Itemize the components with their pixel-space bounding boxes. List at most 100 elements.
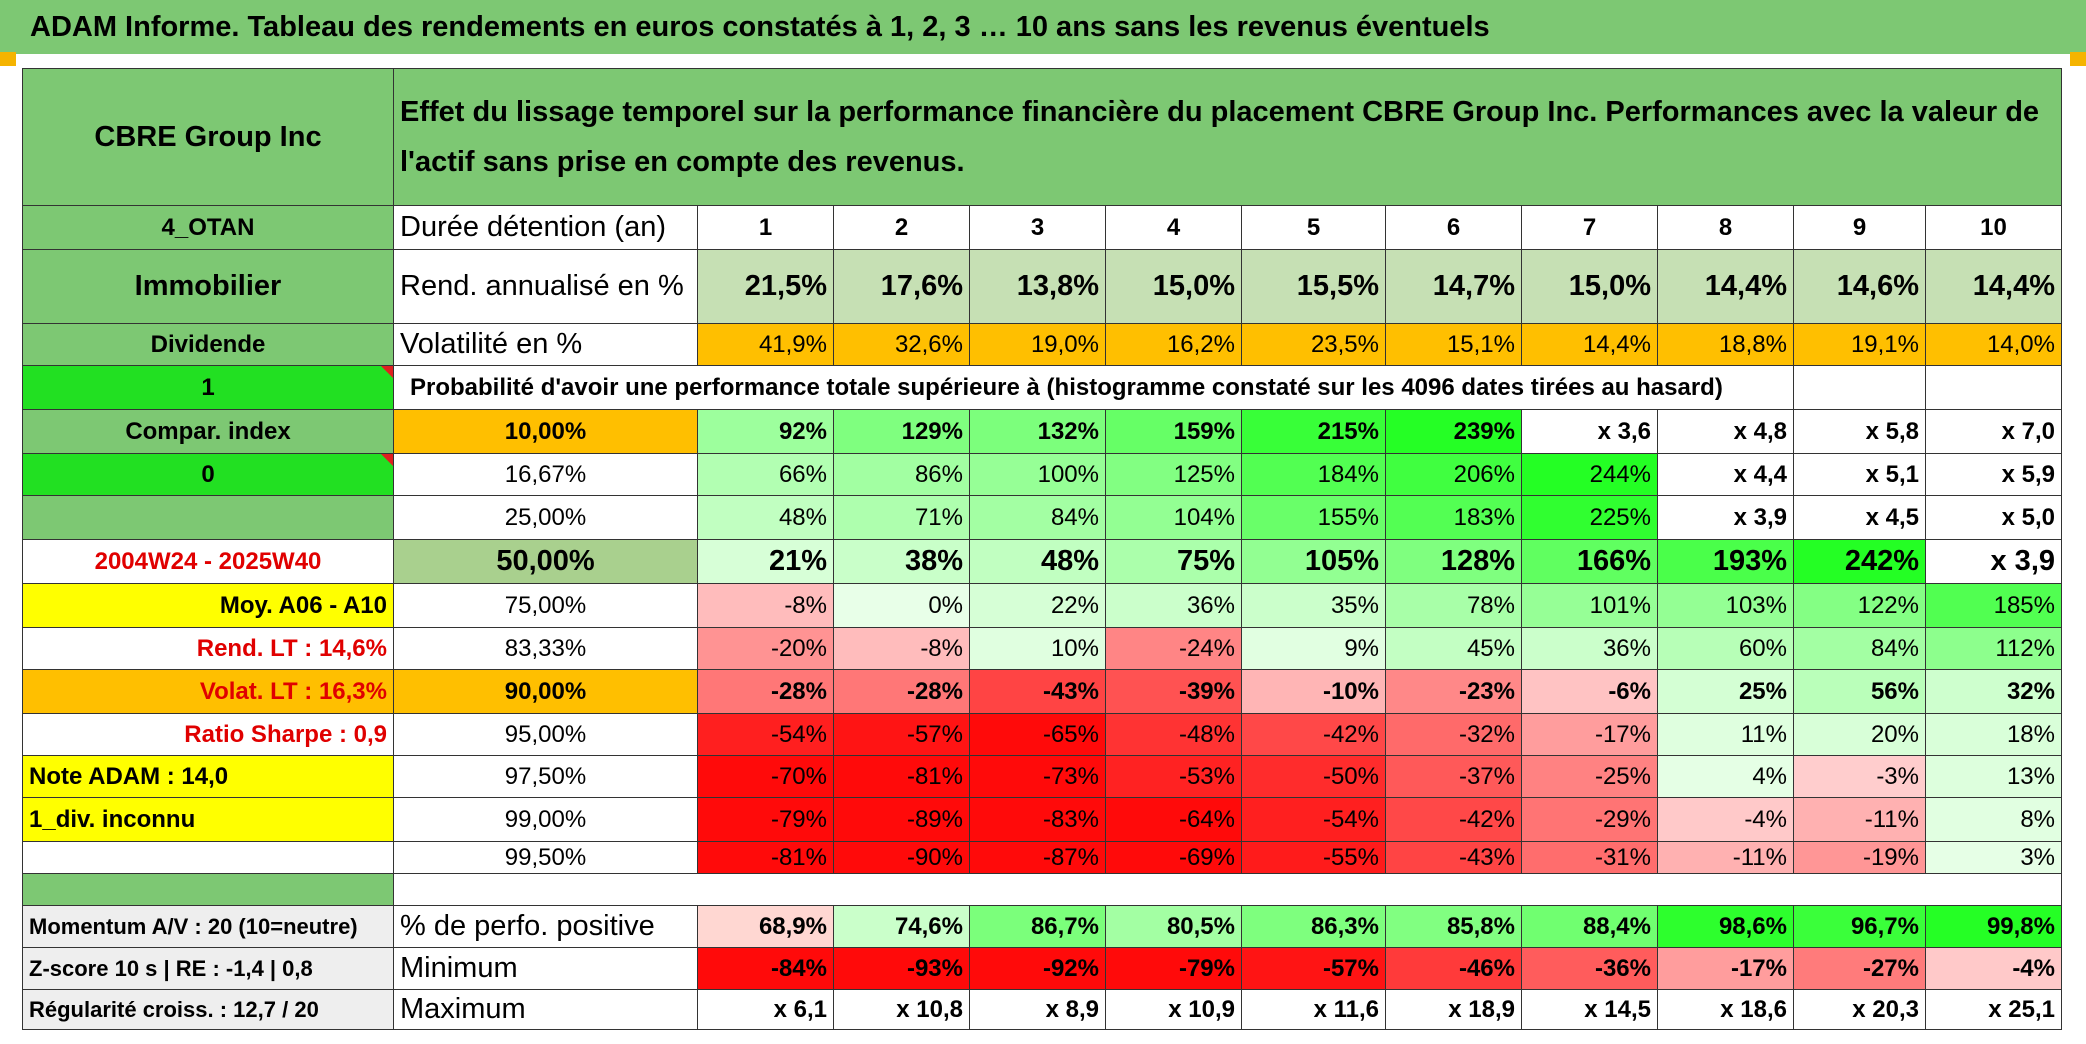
probability-value: 13% bbox=[1926, 756, 2062, 798]
duration-year: 10 bbox=[1926, 206, 2062, 250]
probability-value: 155% bbox=[1242, 496, 1386, 540]
regularity-label: Régularité croiss. : 12,7 / 20 bbox=[22, 990, 394, 1030]
adam-note: Note ADAM : 14,0 bbox=[22, 756, 394, 798]
probability-threshold: 25,00% bbox=[394, 496, 698, 540]
probability-value: 112% bbox=[1926, 628, 2062, 670]
stat-value: x 6,1 bbox=[698, 990, 834, 1030]
probability-threshold: 10,00% bbox=[394, 410, 698, 454]
probability-value: 8% bbox=[1926, 798, 2062, 842]
empty-cell bbox=[22, 842, 394, 874]
probability-value: 20% bbox=[1794, 714, 1926, 756]
stat-value: x 25,1 bbox=[1926, 990, 2062, 1030]
stat-value: x 10,8 bbox=[834, 990, 970, 1030]
probability-value: x 3,9 bbox=[1926, 540, 2062, 584]
flag-one: 1 bbox=[22, 366, 394, 410]
stat-value: -17% bbox=[1658, 948, 1794, 990]
probability-value: -10% bbox=[1242, 670, 1386, 714]
probability-value: -55% bbox=[1242, 842, 1386, 874]
title-bar: ADAM Informe. Tableau des rendements en … bbox=[0, 0, 2086, 56]
momentum-label: Momentum A/V : 20 (10=neutre) bbox=[22, 906, 394, 948]
probability-value: -37% bbox=[1386, 756, 1522, 798]
stat-value: -93% bbox=[834, 948, 970, 990]
probability-value: -90% bbox=[834, 842, 970, 874]
probability-value: -11% bbox=[1794, 798, 1926, 842]
probability-threshold: 99,50% bbox=[394, 842, 698, 874]
probability-value: 193% bbox=[1658, 540, 1794, 584]
stat-value: x 18,9 bbox=[1386, 990, 1522, 1030]
probability-value: -53% bbox=[1106, 756, 1242, 798]
probability-value: 183% bbox=[1386, 496, 1522, 540]
probability-value: 36% bbox=[1106, 584, 1242, 628]
annualized-return-value: 14,6% bbox=[1794, 250, 1926, 324]
sharpe-ratio: Ratio Sharpe : 0,9 bbox=[22, 714, 394, 756]
probability-value: 244% bbox=[1522, 454, 1658, 496]
probability-value: -8% bbox=[834, 628, 970, 670]
volatility-value: 41,9% bbox=[698, 324, 834, 366]
stat-value: x 11,6 bbox=[1242, 990, 1386, 1030]
table-description: Effet du lissage temporel sur la perform… bbox=[394, 68, 2062, 206]
probability-threshold: 97,50% bbox=[394, 756, 698, 798]
stat-value: 85,8% bbox=[1386, 906, 1522, 948]
stat-label: Minimum bbox=[394, 948, 698, 990]
probability-value: -54% bbox=[1242, 798, 1386, 842]
period-label: 2004W24 - 2025W40 bbox=[22, 540, 394, 584]
probability-value: -50% bbox=[1242, 756, 1386, 798]
probability-header: Probabilité d'avoir une performance tota… bbox=[394, 366, 1794, 410]
probability-value: 225% bbox=[1522, 496, 1658, 540]
probability-value: 38% bbox=[834, 540, 970, 584]
volatility-value: 19,0% bbox=[970, 324, 1106, 366]
stat-value: -4% bbox=[1926, 948, 2062, 990]
probability-value: -25% bbox=[1522, 756, 1658, 798]
probability-value: 122% bbox=[1794, 584, 1926, 628]
probability-value: x 5,8 bbox=[1794, 410, 1926, 454]
empty-green-cell bbox=[22, 496, 394, 540]
duration-year: 8 bbox=[1658, 206, 1794, 250]
probability-value: 101% bbox=[1522, 584, 1658, 628]
probability-value: 18% bbox=[1926, 714, 2062, 756]
volatility-value: 19,1% bbox=[1794, 324, 1926, 366]
stat-value: 68,9% bbox=[698, 906, 834, 948]
stat-value: x 14,5 bbox=[1522, 990, 1658, 1030]
long-term-volatility: Volat. LT : 16,3% bbox=[22, 670, 394, 714]
stat-value: 99,8% bbox=[1926, 906, 2062, 948]
probability-value: -64% bbox=[1106, 798, 1242, 842]
probability-value: x 4,4 bbox=[1658, 454, 1794, 496]
probability-value: -69% bbox=[1106, 842, 1242, 874]
empty-cell bbox=[1794, 366, 1926, 410]
probability-value: -28% bbox=[834, 670, 970, 714]
performance-table: CBRE Group Inc Effet du lissage temporel … bbox=[22, 68, 2062, 1030]
probability-value: 25% bbox=[1658, 670, 1794, 714]
duration-year: 2 bbox=[834, 206, 970, 250]
probability-value: 129% bbox=[834, 410, 970, 454]
probability-threshold: 83,33% bbox=[394, 628, 698, 670]
stat-value: -36% bbox=[1522, 948, 1658, 990]
annualized-return-value: 21,5% bbox=[698, 250, 834, 324]
probability-value: x 4,8 bbox=[1658, 410, 1794, 454]
stat-value: x 10,9 bbox=[1106, 990, 1242, 1030]
probability-value: 10% bbox=[970, 628, 1106, 670]
stat-value: -84% bbox=[698, 948, 834, 990]
probability-value: x 5,1 bbox=[1794, 454, 1926, 496]
stat-value: 88,4% bbox=[1522, 906, 1658, 948]
volatility-value: 15,1% bbox=[1386, 324, 1522, 366]
probability-value: -17% bbox=[1522, 714, 1658, 756]
long-term-return: Rend. LT : 14,6% bbox=[22, 628, 394, 670]
stat-value: x 18,6 bbox=[1658, 990, 1794, 1030]
probability-value: 215% bbox=[1242, 410, 1386, 454]
probability-value: -6% bbox=[1522, 670, 1658, 714]
probability-value: 22% bbox=[970, 584, 1106, 628]
stat-label: % de perfo. positive bbox=[394, 906, 698, 948]
duration-year: 4 bbox=[1106, 206, 1242, 250]
probability-value: -31% bbox=[1522, 842, 1658, 874]
probability-value: -70% bbox=[698, 756, 834, 798]
annualized-return-value: 15,5% bbox=[1242, 250, 1386, 324]
probability-value: 84% bbox=[970, 496, 1106, 540]
probability-value: 105% bbox=[1242, 540, 1386, 584]
probability-value: -54% bbox=[698, 714, 834, 756]
stat-value: -27% bbox=[1794, 948, 1926, 990]
compar-index-label: Compar. index bbox=[22, 410, 394, 454]
probability-value: -3% bbox=[1794, 756, 1926, 798]
probability-value: -11% bbox=[1658, 842, 1794, 874]
probability-value: -8% bbox=[698, 584, 834, 628]
volatility-value: 32,6% bbox=[834, 324, 970, 366]
